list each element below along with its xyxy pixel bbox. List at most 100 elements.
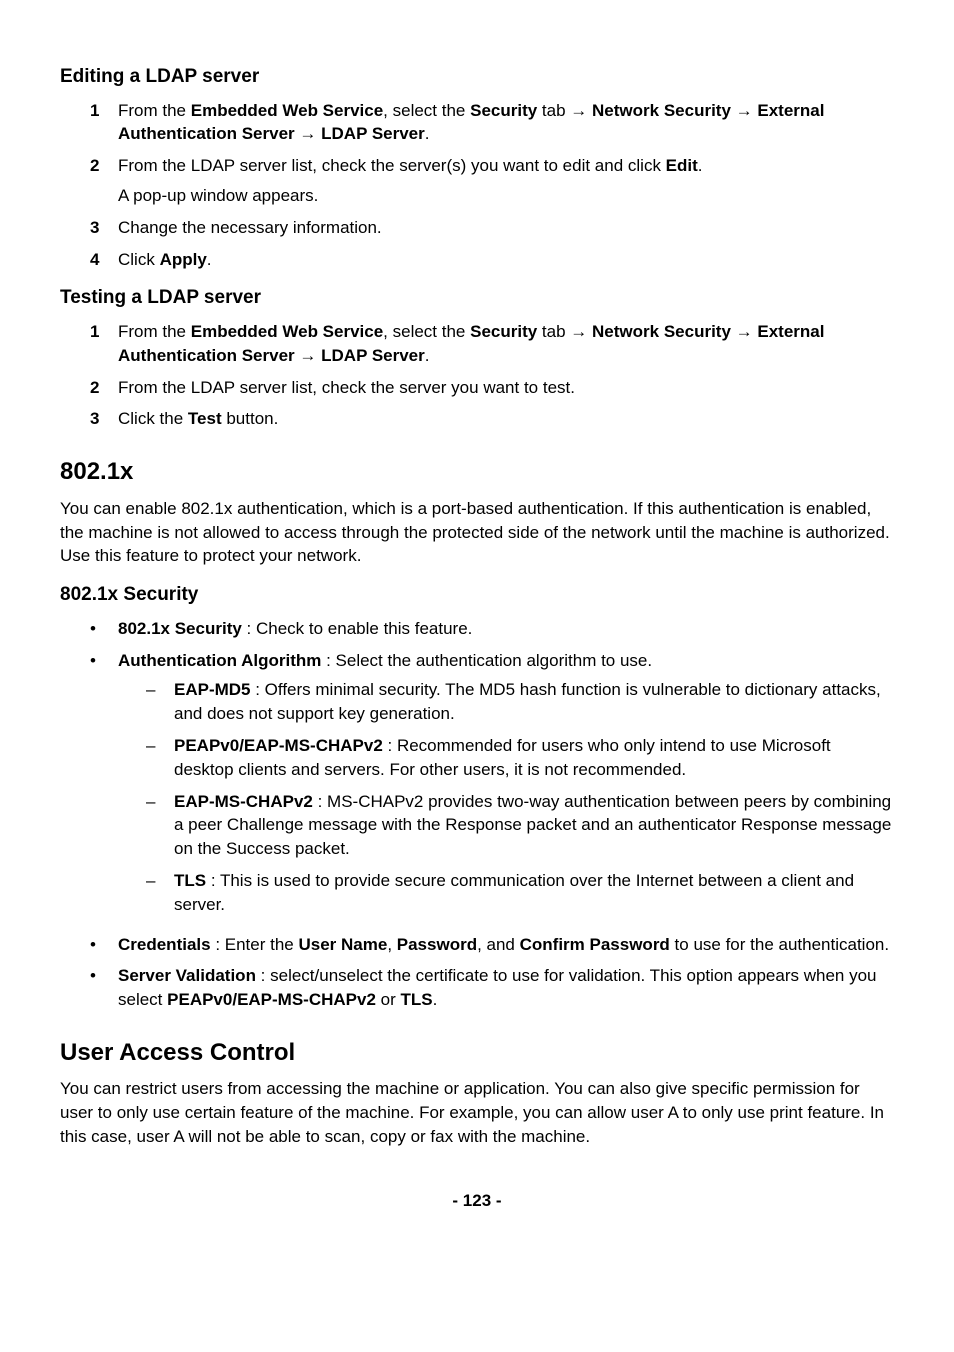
arrow-icon: → [736, 322, 753, 341]
text: Change the necessary information. [118, 218, 382, 237]
text: From the [118, 101, 191, 120]
text-bold: PEAPv0/EAP-MS-CHAPv2 [174, 736, 383, 755]
text: Click [118, 250, 160, 269]
text: , select the [383, 101, 470, 120]
text-bold: Confirm Password [520, 935, 670, 954]
text: tab [537, 101, 570, 120]
text: to use for the authentication. [670, 935, 889, 954]
text-bold: PEAPv0/EAP-MS-CHAPv2 [167, 990, 376, 1009]
text-bold: LDAP Server [321, 346, 425, 365]
arrow-icon: → [570, 322, 587, 341]
step-content: Click the Test button. [118, 407, 894, 431]
text: . [425, 346, 430, 365]
text: From the LDAP server list, check the ser… [118, 156, 666, 175]
text: Click the [118, 409, 188, 428]
list-item: 2 From the LDAP server list, check the s… [90, 154, 894, 208]
body-text: You can enable 802.1x authentication, wh… [60, 497, 894, 568]
text: : Enter the [211, 935, 299, 954]
text-bold: Apply [160, 250, 207, 269]
list-item: 1 From the Embedded Web Service, select … [90, 99, 894, 147]
list-item: – PEAPv0/EAP-MS-CHAPv2 : Recommended for… [146, 734, 894, 782]
text: . [433, 990, 438, 1009]
dash-content: EAP-MD5 : Offers minimal security. The M… [174, 678, 894, 726]
list-item: • Authentication Algorithm : Select the … [90, 649, 894, 925]
bullet-content: Server Validation : select/unselect the … [118, 964, 894, 1012]
arrow-icon: → [299, 346, 316, 365]
list-item: • 802.1x Security : Check to enable this… [90, 617, 894, 641]
text: . [425, 124, 430, 143]
step-number: 4 [90, 248, 118, 272]
text-bold: TLS [174, 871, 206, 890]
arrow-icon: → [736, 101, 753, 120]
testing-steps-list: 1 From the Embedded Web Service, select … [60, 320, 894, 431]
list-item: 3 Click the Test button. [90, 407, 894, 431]
text: : Offers minimal security. The MD5 hash … [174, 680, 881, 723]
list-item: 4 Click Apply. [90, 248, 894, 272]
dash-icon: – [146, 869, 174, 917]
text: From the LDAP server list, check the ser… [118, 378, 575, 397]
dash-icon: – [146, 734, 174, 782]
text: . [698, 156, 703, 175]
text: tab [537, 322, 570, 341]
text: : This is used to provide secure communi… [174, 871, 854, 914]
dash-content: EAP-MS-CHAPv2 : MS-CHAPv2 provides two-w… [174, 790, 894, 861]
text: , [387, 935, 396, 954]
text-bold: EAP-MD5 [174, 680, 251, 699]
text-bold: Security [470, 101, 537, 120]
step-content: Click Apply. [118, 248, 894, 272]
bullet-icon: • [90, 617, 118, 641]
heading-8021x-security: 802.1x Security [60, 582, 894, 609]
step-number: 1 [90, 99, 118, 147]
text-bold: Network Security [592, 322, 731, 341]
text: , and [477, 935, 520, 954]
step-number: 3 [90, 216, 118, 240]
text-bold: Server Validation [118, 966, 256, 985]
text-bold: Test [188, 409, 222, 428]
text: From the [118, 322, 191, 341]
page-number: - 123 - [60, 1189, 894, 1213]
body-text: You can restrict users from accessing th… [60, 1077, 894, 1148]
step-content: From the LDAP server list, check the ser… [118, 376, 894, 400]
heading-8021x: 802.1x [60, 455, 894, 489]
arrow-icon: → [570, 101, 587, 120]
bullet-content: 802.1x Security : Check to enable this f… [118, 617, 894, 641]
text-bold: Embedded Web Service [191, 101, 383, 120]
text-bold: Embedded Web Service [191, 322, 383, 341]
arrow-icon: → [299, 124, 316, 143]
text-bold: Security [470, 322, 537, 341]
text: button. [222, 409, 279, 428]
step-number: 1 [90, 320, 118, 368]
text-bold: User Name [298, 935, 387, 954]
bullet-content: Credentials : Enter the User Name, Passw… [118, 933, 894, 957]
heading-user-access-control: User Access Control [60, 1036, 894, 1070]
list-item: – EAP-MS-CHAPv2 : MS-CHAPv2 provides two… [146, 790, 894, 861]
step-content: Change the necessary information. [118, 216, 894, 240]
text-bold: 802.1x Security [118, 619, 242, 638]
dash-icon: – [146, 790, 174, 861]
text-bold: LDAP Server [321, 124, 425, 143]
text-bold: Edit [666, 156, 698, 175]
dash-list: – EAP-MD5 : Offers minimal security. The… [118, 678, 894, 916]
dash-icon: – [146, 678, 174, 726]
text-bold: Password [397, 935, 477, 954]
list-item: – EAP-MD5 : Offers minimal security. The… [146, 678, 894, 726]
step-content: From the LDAP server list, check the ser… [118, 154, 894, 208]
text-bold: TLS [400, 990, 432, 1009]
text: or [376, 990, 401, 1009]
bullet-icon: • [90, 649, 118, 925]
sub-text: A pop-up window appears. [118, 184, 894, 208]
text: : Select the authentication algorithm to… [321, 651, 652, 670]
text-bold: Authentication Algorithm [118, 651, 321, 670]
text: : Check to enable this feature. [242, 619, 473, 638]
list-item: 2 From the LDAP server list, check the s… [90, 376, 894, 400]
step-content: From the Embedded Web Service, select th… [118, 99, 894, 147]
list-item: – TLS : This is used to provide secure c… [146, 869, 894, 917]
dash-content: TLS : This is used to provide secure com… [174, 869, 894, 917]
bullet-icon: • [90, 933, 118, 957]
list-item: 3 Change the necessary information. [90, 216, 894, 240]
security-bullet-list: • 802.1x Security : Check to enable this… [60, 617, 894, 1012]
text: , select the [383, 322, 470, 341]
dash-content: PEAPv0/EAP-MS-CHAPv2 : Recommended for u… [174, 734, 894, 782]
list-item: • Server Validation : select/unselect th… [90, 964, 894, 1012]
step-number: 3 [90, 407, 118, 431]
